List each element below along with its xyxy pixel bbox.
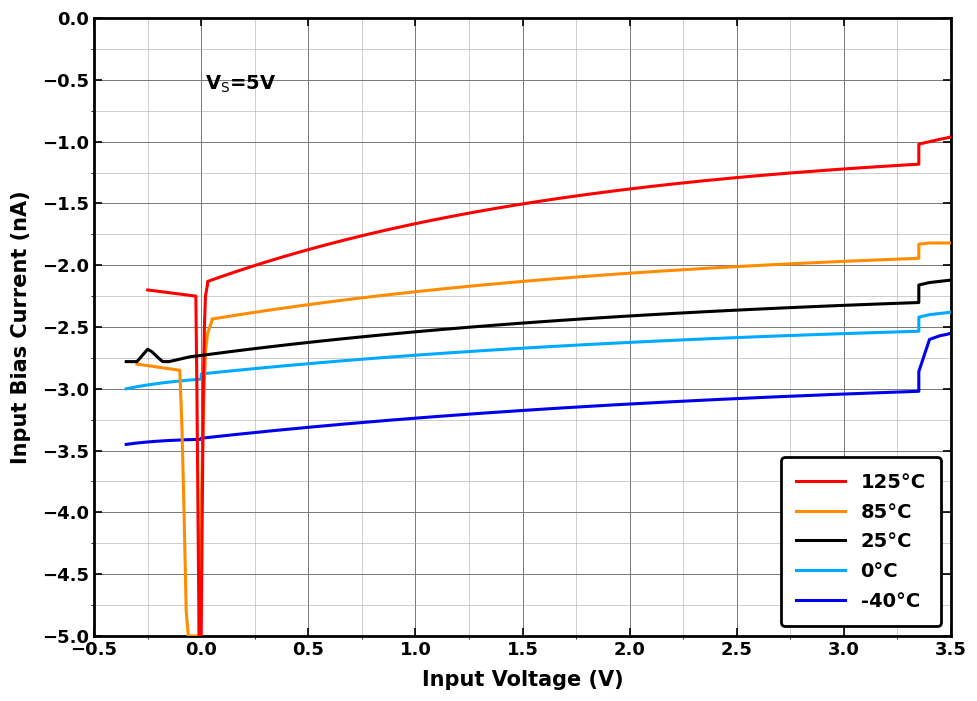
Text: V$_{\rm S}$=5V: V$_{\rm S}$=5V [205,74,276,95]
Y-axis label: Input Bias Current (nA): Input Bias Current (nA) [11,190,31,464]
X-axis label: Input Voltage (V): Input Voltage (V) [421,670,622,690]
Legend: 125°C, 85°C, 25°C, 0°C, -40°C: 125°C, 85°C, 25°C, 0°C, -40°C [780,457,940,626]
